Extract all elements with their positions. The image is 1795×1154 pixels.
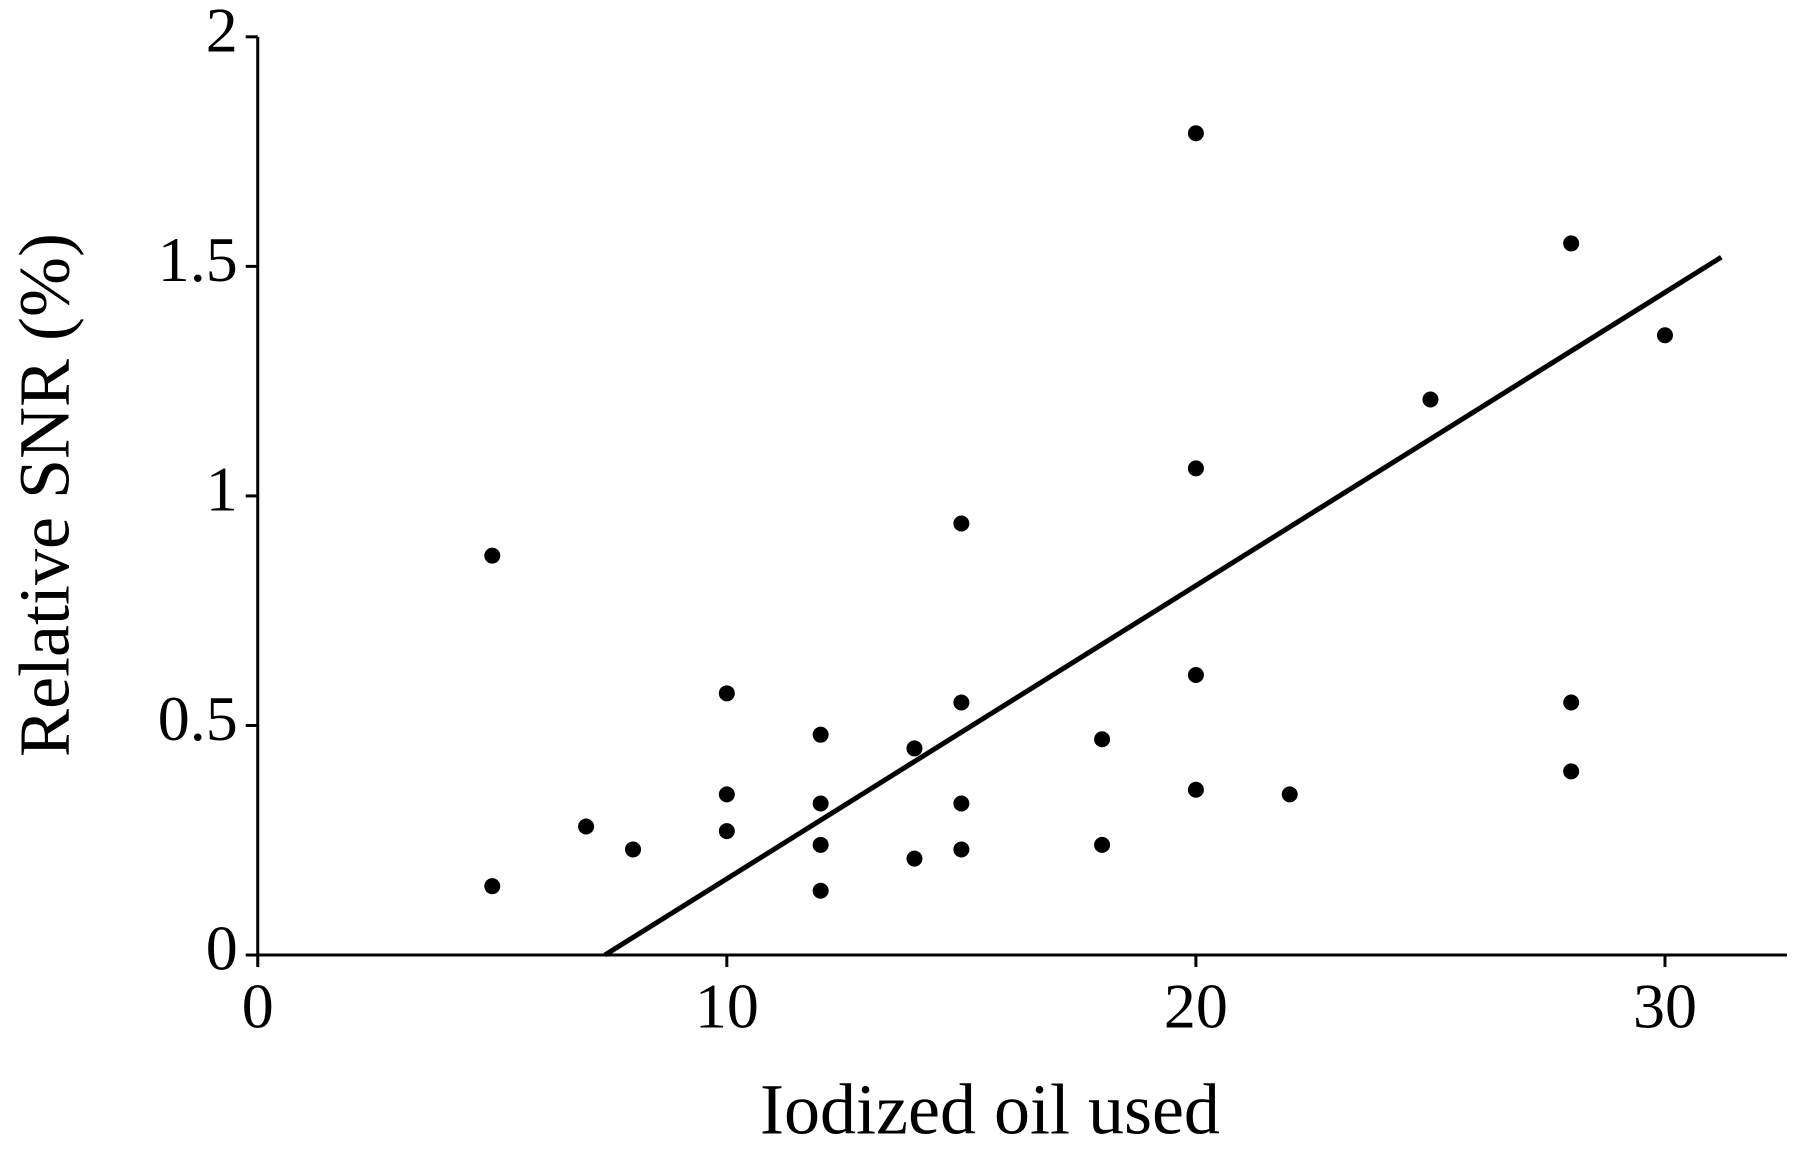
point (1187, 125, 1204, 142)
point (578, 818, 595, 835)
x-tick-label: 20 (1164, 971, 1228, 1042)
point (1094, 731, 1111, 748)
point (625, 841, 642, 858)
point (1656, 327, 1673, 344)
trendline (603, 255, 1723, 958)
point (812, 795, 829, 812)
point (953, 694, 970, 711)
point (1563, 694, 1580, 711)
point (1281, 786, 1298, 803)
point (1187, 666, 1204, 683)
y-axis-title: Relative SNR (%) (5, 233, 85, 757)
point (1094, 836, 1111, 853)
y-tick-label: 1 (206, 454, 238, 525)
point (718, 786, 735, 803)
point (484, 547, 501, 564)
point (812, 836, 829, 853)
point (718, 823, 735, 840)
point (1563, 763, 1580, 780)
point (906, 850, 923, 867)
point (718, 685, 735, 702)
point (812, 726, 829, 743)
y-tick-label: 0 (206, 913, 238, 984)
point (906, 740, 923, 757)
x-tick-label: 10 (695, 971, 759, 1042)
point (484, 878, 501, 895)
point (1187, 781, 1204, 798)
point (953, 515, 970, 532)
point (953, 795, 970, 812)
point (812, 882, 829, 899)
x-tick-label: 0 (242, 971, 274, 1042)
y-tick-label: 1.5 (158, 224, 238, 295)
x-axis-title: Iodized oil used (760, 1070, 1220, 1150)
point (1422, 391, 1439, 408)
x-tick-label: 30 (1633, 971, 1697, 1042)
y-tick-label: 2 (206, 0, 238, 66)
point (953, 841, 970, 858)
point (1187, 460, 1204, 477)
point (1563, 235, 1580, 252)
y-tick-label: 0.5 (158, 683, 238, 754)
